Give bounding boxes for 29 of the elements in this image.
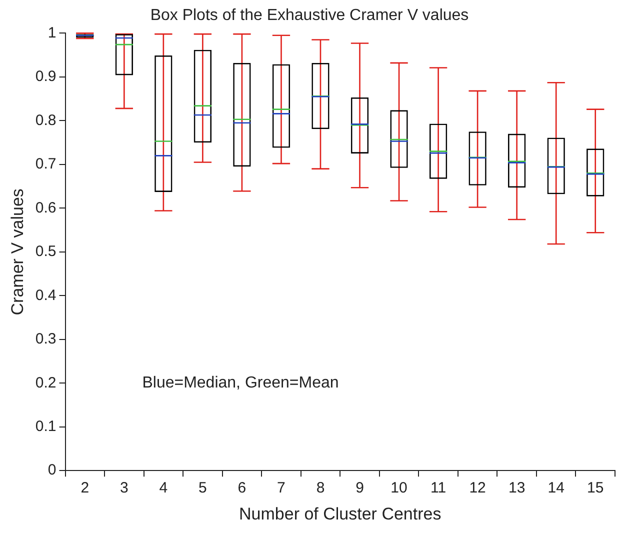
y-tick-label: 0.1 xyxy=(35,418,56,435)
x-tick-label: 12 xyxy=(469,480,486,497)
y-tick-label: 0.4 xyxy=(35,286,56,304)
x-tick-label: 10 xyxy=(390,480,408,497)
annotation: Blue=Median, Green=Mean xyxy=(142,374,339,392)
x-tick-label: 5 xyxy=(198,480,207,497)
x-tick-label: 4 xyxy=(159,480,168,497)
x-tick-label: 2 xyxy=(80,480,90,497)
y-tick-label: 0.7 xyxy=(35,156,56,173)
x-tick-label: 8 xyxy=(316,480,325,497)
y-tick-label: 1 xyxy=(48,24,56,42)
y-tick-label: 0.3 xyxy=(35,330,56,348)
y-tick-label: 0.2 xyxy=(35,374,56,392)
x-tick-label: 9 xyxy=(356,480,364,497)
x-axis-title: Number of Cluster Centres xyxy=(239,504,442,524)
x-tick-label: 6 xyxy=(238,480,246,497)
y-axis-title: Cramer V values xyxy=(8,188,27,316)
y-tick-label: 0 xyxy=(48,462,56,479)
x-tick-label: 14 xyxy=(548,480,564,497)
y-tick-label: 0.9 xyxy=(35,68,56,86)
x-tick-label: 7 xyxy=(277,480,286,497)
x-tick-label: 15 xyxy=(587,480,604,497)
chart-title: Box Plots of the Exhaustive Cramer V values xyxy=(150,7,469,24)
x-tick-label: 11 xyxy=(430,480,446,497)
x-tick-label: 3 xyxy=(120,480,128,497)
y-tick-label: 0.8 xyxy=(35,112,56,129)
y-tick-label: 0.5 xyxy=(35,243,56,260)
x-tick-label: 13 xyxy=(508,480,526,497)
y-tick-label: 0.6 xyxy=(35,199,56,216)
